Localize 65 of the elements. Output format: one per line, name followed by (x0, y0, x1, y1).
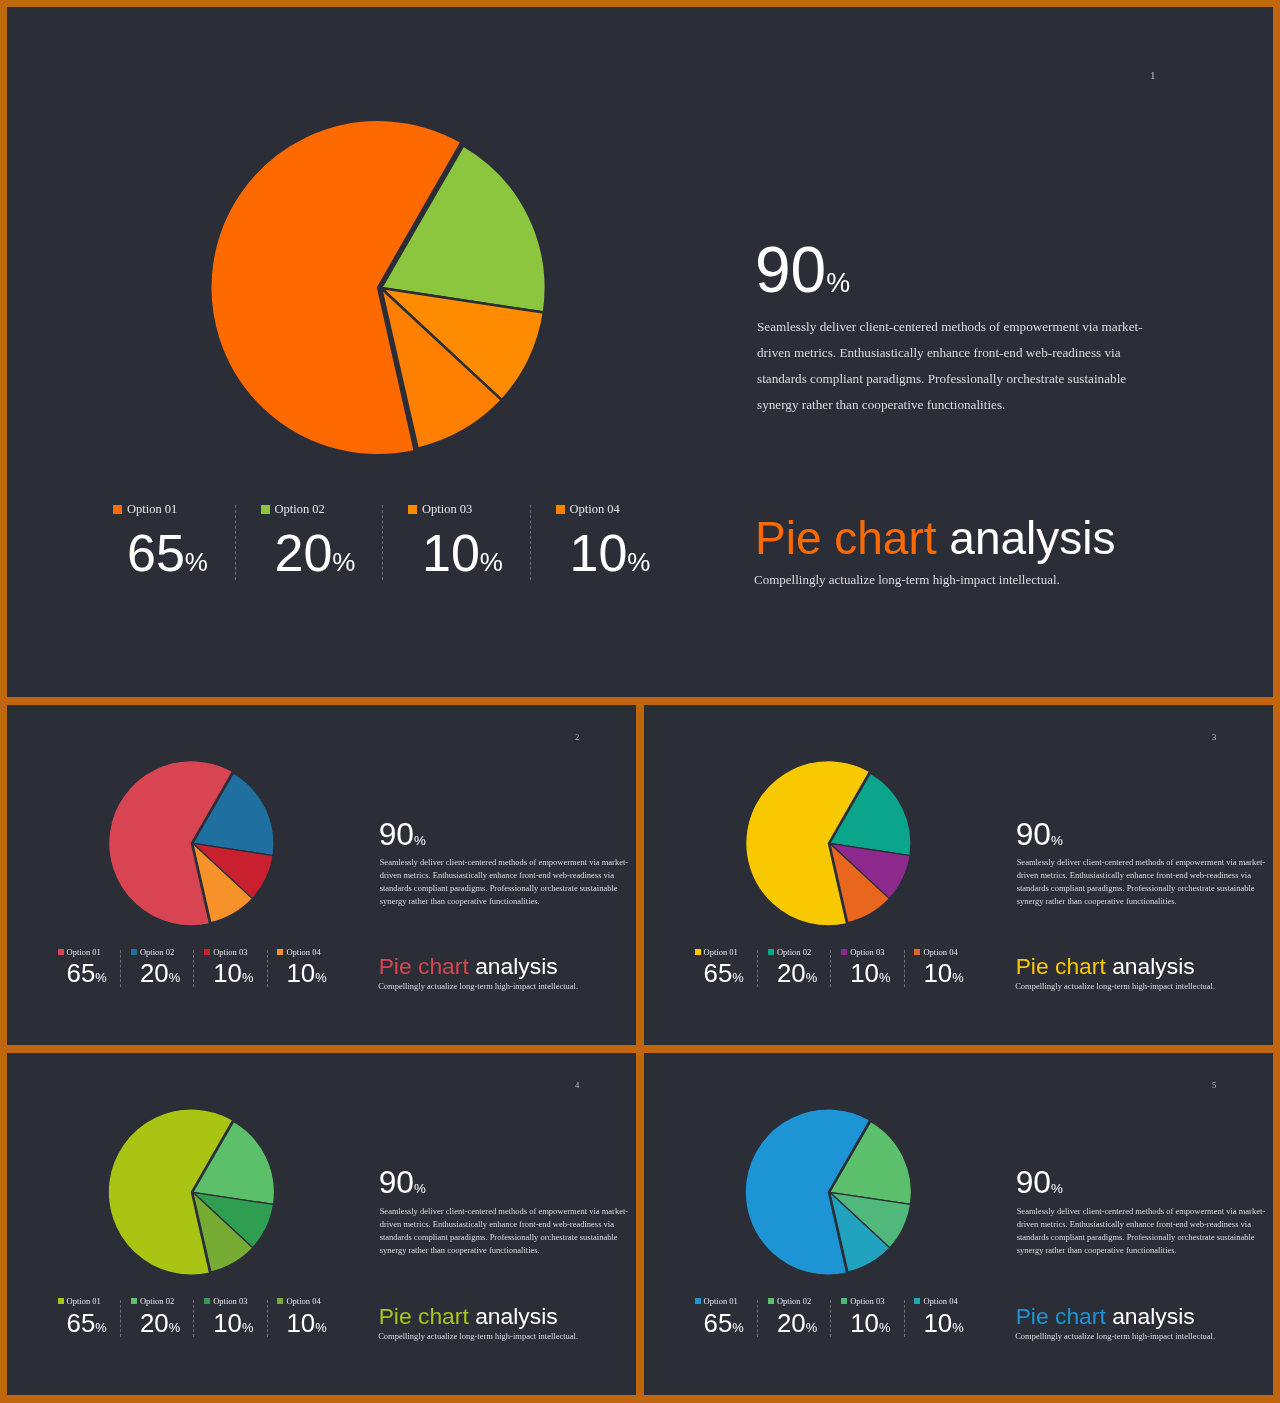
text: Pie chart analysis (378, 1302, 558, 1329)
text: Pie chart analysis (378, 953, 558, 980)
text: 1 (1150, 68, 1156, 81)
text: Seamlessly deliver client-centered methods of empowerment via market-driven metrics. Enthusiastically enhance front-end web-readiness via standards compliant paradigms. Professionally orchestrate sustainable synergy rather than cooperative functionalities. (1016, 1205, 1267, 1257)
text: Compellingly actualize long-term high-impact intellectual. (1015, 981, 1216, 991)
legend-label: Option 01 (127, 502, 178, 517)
text: 4 (574, 1080, 580, 1091)
text: Seamlessly deliver client-centered methods of empowerment via market-driven metrics. Enthusiastically enhance front-end web-readiness via standards compliant paradigms. Professionally orchestrate sustainable synergy rather than cooperative functionalities. (379, 1205, 630, 1257)
text: Compellingly actualize long-term high-impact intellectual. (754, 571, 1060, 587)
text: 90% (1015, 1164, 1063, 1201)
legend-label: Option 04 (286, 946, 321, 957)
legend-label: Option 01 (703, 946, 738, 957)
data-label: 10% (923, 1308, 964, 1337)
data-label: 65% (703, 959, 744, 988)
text: 90% (1015, 815, 1063, 852)
text: Seamlessly deliver client-centered methods of empowerment via market-driven metrics. Enthusiastically enhance front-end web-readiness via standards compliant paradigms. Professionally orchestrate sustainable synergy rather than cooperative functionalities. (1016, 856, 1267, 908)
text: Seamlessly deliver client-centered methods of empowerment via market-driven metrics. Enthusiastically enhance front-end web-readiness via standards compliant paradigms. Professionally orchestrate sustainable synergy rather than cooperative functionalities. (379, 856, 630, 908)
legend-label: Option 03 (422, 502, 473, 517)
data-label: 10% (850, 1308, 891, 1337)
legend-label: Option 03 (213, 1295, 248, 1306)
text: 90% (755, 233, 851, 306)
legend-label: Option 04 (569, 502, 620, 517)
legend-label: Option 02 (139, 946, 175, 957)
text: 5 (1211, 1080, 1217, 1091)
data-label: 10% (286, 1308, 327, 1337)
text: 3 (1211, 732, 1217, 743)
data-label: 10% (422, 524, 503, 583)
legend-label: Option 02 (776, 946, 812, 957)
legend-label: Option 03 (850, 946, 885, 957)
text: 90% (378, 815, 426, 852)
data-label: 20% (776, 959, 818, 988)
data-label: 20% (274, 524, 356, 583)
legend-label: Option 02 (139, 1295, 175, 1306)
data-label: 20% (139, 959, 181, 988)
data-label: 65% (703, 1308, 744, 1337)
data-label: 10% (923, 959, 964, 988)
text: Compellingly actualize long-term high-impact intellectual. (378, 981, 579, 991)
legend-label: Option 03 (213, 946, 248, 957)
text: Seamlessly deliver client-centered methods of empowerment via market-driven metrics. Enthusiastically enhance front-end web-readiness via standards compliant paradigms. Professionally orchestrate sustainable synergy rather than cooperative functionalities. (757, 318, 1144, 414)
text: Pie chart analysis (755, 512, 1116, 565)
data-label: 20% (776, 1308, 818, 1337)
legend-label: Option 04 (923, 946, 958, 957)
text: Compellingly actualize long-term high-impact intellectual. (1015, 1330, 1216, 1341)
legend-label: Option 02 (274, 502, 325, 517)
data-label: 65% (66, 1308, 107, 1337)
data-label: 10% (286, 959, 327, 988)
text: 2 (574, 732, 580, 743)
text: Pie chart analysis (1015, 1302, 1195, 1329)
legend-label: Option 03 (850, 1295, 885, 1306)
data-label: 65% (66, 959, 107, 988)
data-label: 10% (569, 524, 651, 583)
text: Compellingly actualize long-term high-impact intellectual. (378, 1330, 579, 1341)
data-label: 20% (139, 1308, 181, 1337)
data-label: 10% (213, 1308, 254, 1337)
legend-label: Option 01 (703, 1295, 738, 1306)
data-label: 65% (127, 524, 208, 583)
legend-label: Option 04 (923, 1295, 958, 1306)
legend-label: Option 02 (776, 1295, 812, 1306)
text: Pie chart analysis (1015, 953, 1195, 980)
text: 90% (378, 1164, 426, 1201)
data-label: 10% (213, 959, 254, 988)
legend-label: Option 01 (66, 1295, 101, 1306)
data-label: 10% (850, 959, 891, 988)
legend-label: Option 01 (66, 946, 101, 957)
legend-label: Option 04 (286, 1295, 321, 1306)
